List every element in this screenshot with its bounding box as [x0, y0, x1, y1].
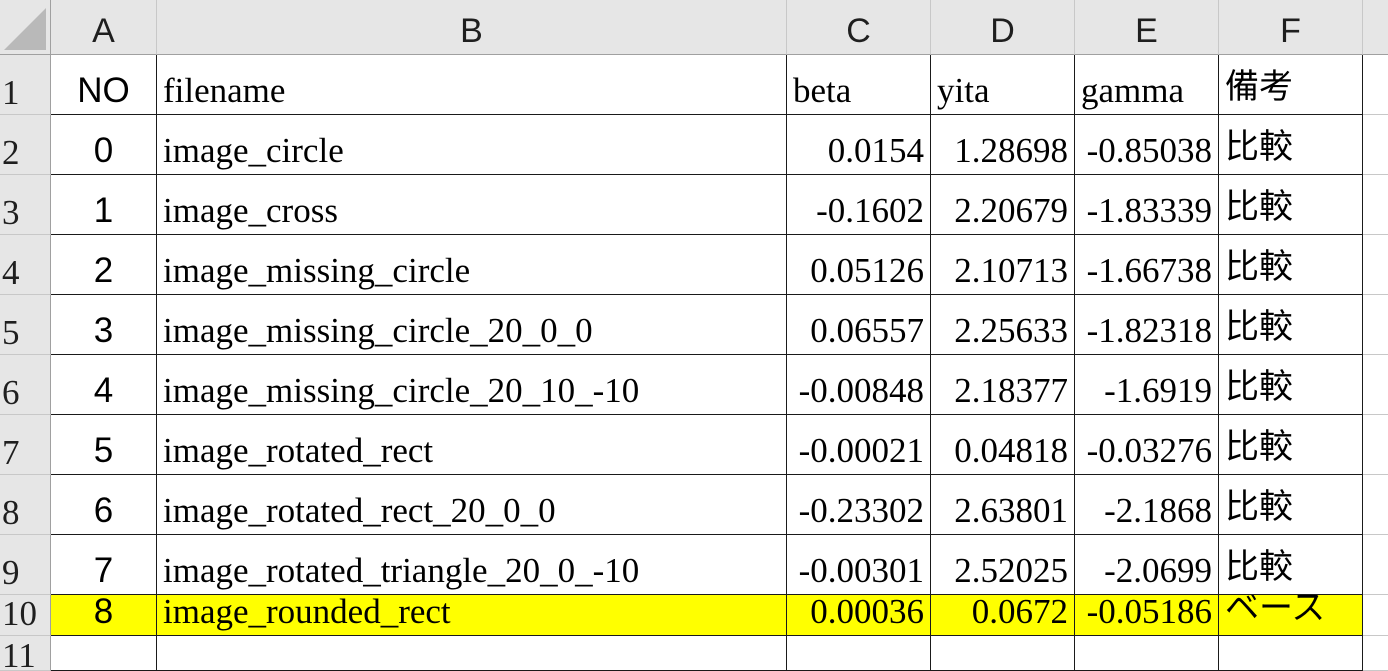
- cell-no[interactable]: 2: [51, 235, 157, 295]
- row-filler: [1363, 535, 1388, 595]
- empty-cell[interactable]: [1219, 636, 1363, 671]
- cell-gamma[interactable]: -2.0699: [1075, 535, 1219, 595]
- cell-yita[interactable]: 2.25633: [931, 295, 1075, 355]
- column-header-f[interactable]: F: [1219, 0, 1363, 55]
- cell-yita[interactable]: 2.52025: [931, 535, 1075, 595]
- row-header-2[interactable]: 2: [0, 115, 51, 175]
- cell-filename[interactable]: image_rotated_triangle_20_0_-10: [157, 535, 787, 595]
- cell-note[interactable]: 比較: [1219, 235, 1363, 295]
- cell-gamma[interactable]: -2.1868: [1075, 475, 1219, 535]
- cell-no[interactable]: 0: [51, 115, 157, 175]
- row-header-8[interactable]: 8: [0, 475, 51, 535]
- cell-no[interactable]: 5: [51, 415, 157, 475]
- cell-yita[interactable]: 0.04818: [931, 415, 1075, 475]
- cell-yita[interactable]: 2.20679: [931, 175, 1075, 235]
- cell-filename[interactable]: image_rounded_rect: [157, 595, 787, 636]
- empty-cell[interactable]: [787, 636, 931, 671]
- cell-no[interactable]: 6: [51, 475, 157, 535]
- cell-gamma[interactable]: -0.85038: [1075, 115, 1219, 175]
- cell-no[interactable]: 1: [51, 175, 157, 235]
- empty-cell[interactable]: [931, 636, 1075, 671]
- row-header-10[interactable]: 10: [0, 595, 51, 636]
- column-header-d[interactable]: D: [931, 0, 1075, 55]
- cell-beta[interactable]: -0.00848: [787, 355, 931, 415]
- cell-gamma[interactable]: -0.05186: [1075, 595, 1219, 636]
- row-header-6[interactable]: 6: [0, 355, 51, 415]
- row-header-11[interactable]: 11: [0, 636, 51, 671]
- cell-gamma[interactable]: -1.82318: [1075, 295, 1219, 355]
- row-header-9[interactable]: 9: [0, 535, 51, 595]
- cell-gamma[interactable]: -1.83339: [1075, 175, 1219, 235]
- row-header-7[interactable]: 7: [0, 415, 51, 475]
- row-header-1[interactable]: 1: [0, 55, 51, 115]
- cell-beta[interactable]: 0.05126: [787, 235, 931, 295]
- cell-no[interactable]: 7: [51, 535, 157, 595]
- cell-yita[interactable]: 1.28698: [931, 115, 1075, 175]
- cell-no[interactable]: 4: [51, 355, 157, 415]
- row-filler: [1363, 475, 1388, 535]
- row-header-5[interactable]: 5: [0, 295, 51, 355]
- row-filler: [1363, 55, 1388, 115]
- cell-filename[interactable]: image_cross: [157, 175, 787, 235]
- cell-note[interactable]: 比較: [1219, 475, 1363, 535]
- header-cell-beta[interactable]: beta: [787, 55, 931, 115]
- cell-note[interactable]: 比較: [1219, 295, 1363, 355]
- header-cell-no[interactable]: NO: [51, 55, 157, 115]
- select-all-corner[interactable]: [0, 0, 51, 55]
- cell-filename[interactable]: image_rotated_rect_20_0_0: [157, 475, 787, 535]
- cell-beta[interactable]: -0.1602: [787, 175, 931, 235]
- cell-beta[interactable]: -0.00021: [787, 415, 931, 475]
- cell-beta[interactable]: -0.23302: [787, 475, 931, 535]
- empty-cell[interactable]: [51, 636, 157, 671]
- cell-yita[interactable]: 2.63801: [931, 475, 1075, 535]
- cell-beta[interactable]: 0.00036: [787, 595, 931, 636]
- cell-note[interactable]: 比較: [1219, 355, 1363, 415]
- row-header-4[interactable]: 4: [0, 235, 51, 295]
- cell-gamma[interactable]: -1.6919: [1075, 355, 1219, 415]
- cell-note[interactable]: 比較: [1219, 115, 1363, 175]
- row-filler: [1363, 636, 1388, 671]
- cell-yita[interactable]: 2.18377: [931, 355, 1075, 415]
- cell-beta[interactable]: 0.06557: [787, 295, 931, 355]
- select-all-triangle-icon: [4, 8, 46, 50]
- row-filler: [1363, 235, 1388, 295]
- row-filler: [1363, 595, 1388, 636]
- cell-filename[interactable]: image_circle: [157, 115, 787, 175]
- row-filler: [1363, 295, 1388, 355]
- column-header-c[interactable]: C: [787, 0, 931, 55]
- cell-no[interactable]: 8: [51, 595, 157, 636]
- cell-filename[interactable]: image_rotated_rect: [157, 415, 787, 475]
- header-cell-note[interactable]: 備考: [1219, 55, 1363, 115]
- cell-gamma[interactable]: -0.03276: [1075, 415, 1219, 475]
- row-filler: [1363, 355, 1388, 415]
- cell-filename[interactable]: image_missing_circle_20_0_0: [157, 295, 787, 355]
- cell-note[interactable]: 比較: [1219, 415, 1363, 475]
- column-header-filler: [1363, 0, 1388, 55]
- cell-gamma[interactable]: -1.66738: [1075, 235, 1219, 295]
- empty-cell[interactable]: [157, 636, 787, 671]
- row-filler: [1363, 115, 1388, 175]
- row-filler: [1363, 175, 1388, 235]
- column-header-e[interactable]: E: [1075, 0, 1219, 55]
- header-cell-filename[interactable]: filename: [157, 55, 787, 115]
- cell-no[interactable]: 3: [51, 295, 157, 355]
- cell-note[interactable]: 比較: [1219, 175, 1363, 235]
- header-cell-yita[interactable]: yita: [931, 55, 1075, 115]
- cell-yita[interactable]: 2.10713: [931, 235, 1075, 295]
- header-cell-gamma[interactable]: gamma: [1075, 55, 1219, 115]
- cell-note[interactable]: 比較: [1219, 535, 1363, 595]
- column-header-b[interactable]: B: [157, 0, 787, 55]
- empty-cell[interactable]: [1075, 636, 1219, 671]
- cell-note[interactable]: ベース: [1219, 595, 1363, 636]
- cell-filename[interactable]: image_missing_circle_20_10_-10: [157, 355, 787, 415]
- cell-yita[interactable]: 0.0672: [931, 595, 1075, 636]
- column-header-a[interactable]: A: [51, 0, 157, 55]
- cell-beta[interactable]: 0.0154: [787, 115, 931, 175]
- cell-beta[interactable]: -0.00301: [787, 535, 931, 595]
- row-filler: [1363, 415, 1388, 475]
- cell-filename[interactable]: image_missing_circle: [157, 235, 787, 295]
- row-header-3[interactable]: 3: [0, 175, 51, 235]
